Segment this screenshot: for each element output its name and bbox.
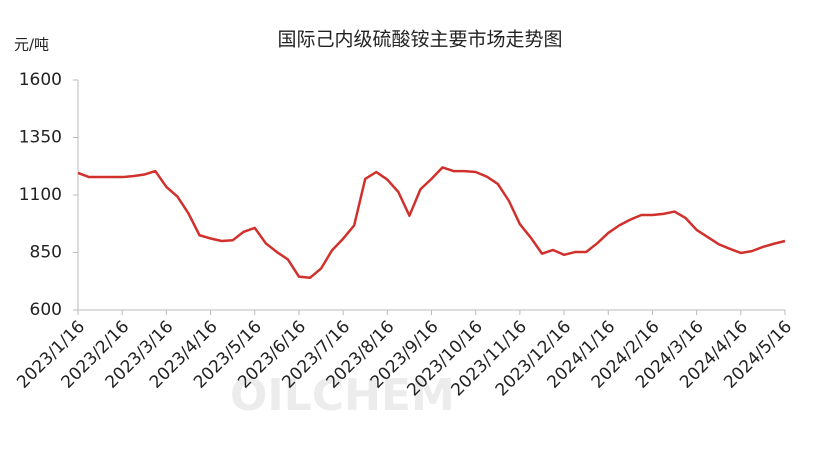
y-tick-label: 1350: [19, 128, 62, 148]
y-tick-label: 600: [30, 300, 62, 320]
y-tick-label: 850: [30, 243, 62, 263]
chart-title: 国际己内级硫酸铵主要市场走势图: [277, 29, 562, 51]
y-unit: 元/吨: [14, 36, 49, 54]
line: [77, 166, 786, 280]
y-tick-label: 1100: [19, 185, 62, 205]
watermark: OILCHEM: [230, 370, 455, 421]
y-tick-label: 1600: [19, 70, 62, 90]
